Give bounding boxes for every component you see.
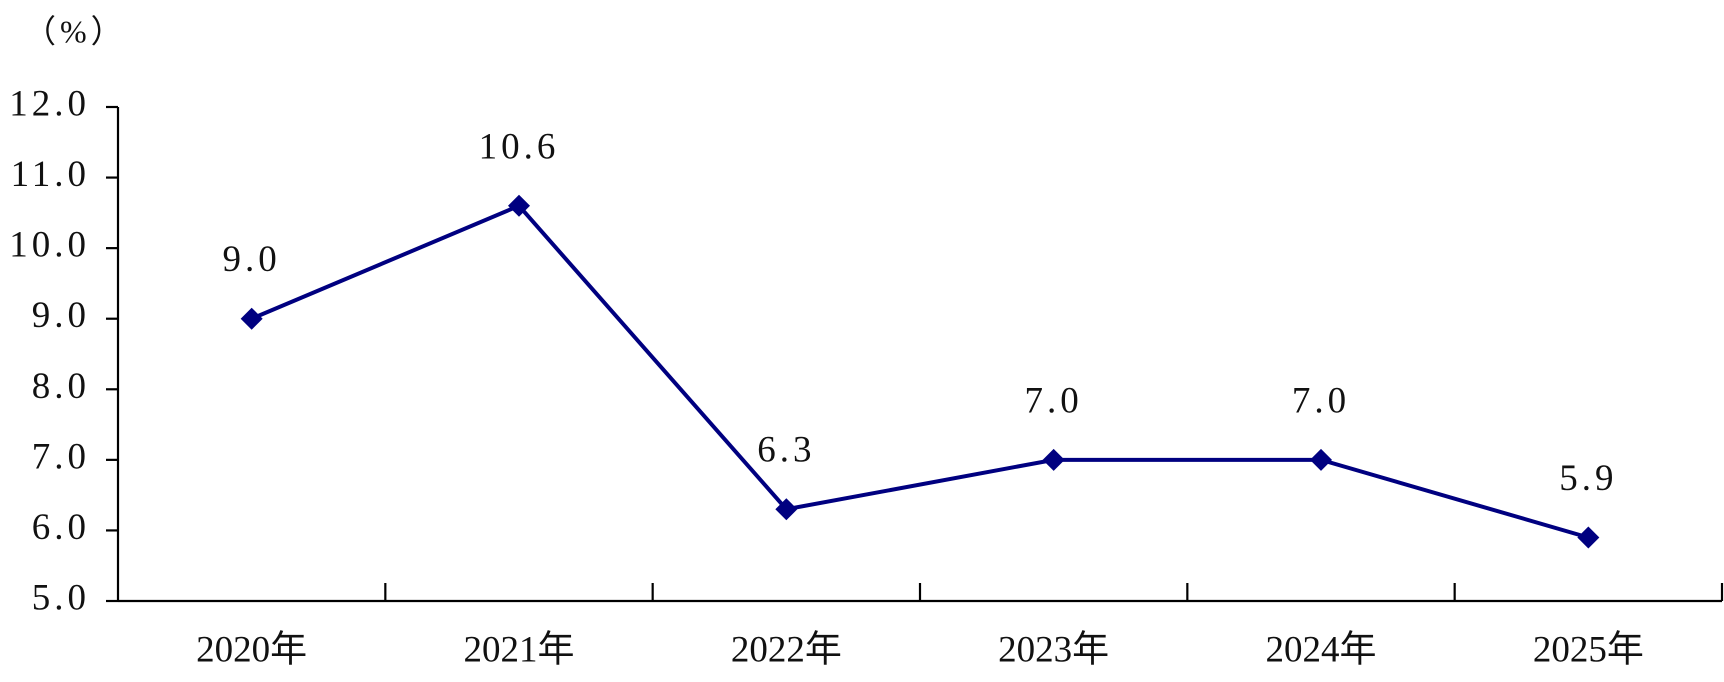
y-tick-label: 6.0 <box>32 507 90 548</box>
x-tick-label: 2022年 <box>731 628 842 670</box>
marker <box>240 307 263 330</box>
marker <box>1310 448 1332 471</box>
data-label: 5.9 <box>1559 458 1617 499</box>
data-label: 9.0 <box>223 239 281 280</box>
data-label: 7.0 <box>1025 380 1083 421</box>
data-label: 7.0 <box>1292 380 1350 421</box>
x-tick-label: 2025年 <box>1533 628 1644 670</box>
marker <box>1577 526 1600 549</box>
y-tick-label: 7.0 <box>32 436 90 477</box>
y-tick-label: 5.0 <box>32 577 90 618</box>
marker <box>508 194 530 217</box>
x-tick-label: 2020年 <box>196 628 307 670</box>
marker <box>775 498 798 521</box>
y-tick-label: 9.0 <box>32 295 90 336</box>
x-tick-label: 2021年 <box>464 628 575 670</box>
data-label: 6.3 <box>757 430 815 471</box>
unit-label: （%） <box>24 13 127 49</box>
marker <box>1042 448 1065 471</box>
x-tick-label: 2024年 <box>1266 628 1377 670</box>
y-tick-label: 12.0 <box>9 83 90 124</box>
data-label: 10.6 <box>479 126 560 167</box>
y-tick-label: 10.0 <box>9 225 90 266</box>
y-tick-label: 8.0 <box>32 366 90 407</box>
line <box>250 203 1589 540</box>
x-tick-label: 2023年 <box>998 628 1109 670</box>
y-tick-label: 11.0 <box>11 154 90 195</box>
